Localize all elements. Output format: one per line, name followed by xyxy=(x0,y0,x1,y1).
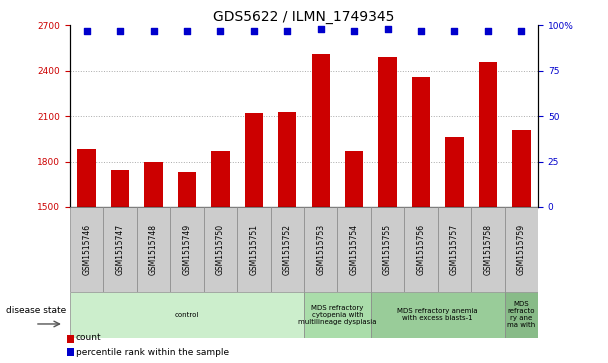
Point xyxy=(449,28,460,34)
Bar xyxy=(211,151,230,207)
Bar xyxy=(371,207,404,292)
Bar xyxy=(505,207,538,292)
Bar xyxy=(304,292,371,338)
Point xyxy=(115,28,125,34)
Bar xyxy=(404,207,438,292)
Text: MDS
refracto
ry ane
ma with: MDS refracto ry ane ma with xyxy=(507,301,536,329)
Point xyxy=(81,28,91,34)
Bar xyxy=(311,54,330,207)
Bar xyxy=(77,150,96,207)
Text: GSM1515758: GSM1515758 xyxy=(483,224,492,275)
Bar xyxy=(371,292,505,338)
Bar xyxy=(244,113,263,207)
Text: control: control xyxy=(174,312,199,318)
Bar xyxy=(237,207,271,292)
Bar xyxy=(345,151,364,207)
Bar xyxy=(137,207,170,292)
Text: GSM1515754: GSM1515754 xyxy=(350,224,359,275)
Text: MDS refractory anemia
with excess blasts-1: MDS refractory anemia with excess blasts… xyxy=(398,309,478,321)
Text: GSM1515752: GSM1515752 xyxy=(283,224,292,275)
Bar xyxy=(103,207,137,292)
Bar xyxy=(70,207,103,292)
Point xyxy=(517,28,527,34)
Bar xyxy=(144,162,163,207)
Bar xyxy=(438,207,471,292)
Point xyxy=(148,28,158,34)
Bar xyxy=(271,207,304,292)
Bar xyxy=(337,207,371,292)
Bar xyxy=(111,170,130,207)
Text: GSM1515749: GSM1515749 xyxy=(182,224,192,275)
Bar xyxy=(478,62,497,207)
Point xyxy=(349,28,359,34)
Text: GSM1515747: GSM1515747 xyxy=(116,224,125,275)
Text: GSM1515751: GSM1515751 xyxy=(249,224,258,275)
Text: GSM1515753: GSM1515753 xyxy=(316,224,325,275)
Text: GSM1515746: GSM1515746 xyxy=(82,224,91,275)
Point xyxy=(249,28,259,34)
Bar xyxy=(378,57,397,207)
Text: disease state: disease state xyxy=(6,306,66,315)
Text: GSM1515759: GSM1515759 xyxy=(517,224,526,275)
Title: GDS5622 / ILMN_1749345: GDS5622 / ILMN_1749345 xyxy=(213,11,395,24)
Bar xyxy=(445,137,464,207)
Point xyxy=(483,28,493,34)
Point xyxy=(416,28,426,34)
Text: count: count xyxy=(76,333,102,342)
Point xyxy=(215,28,225,34)
Bar xyxy=(178,172,196,207)
Bar xyxy=(278,112,297,207)
Bar xyxy=(412,77,430,207)
Bar xyxy=(505,292,538,338)
Bar xyxy=(471,207,505,292)
Text: percentile rank within the sample: percentile rank within the sample xyxy=(76,348,229,356)
Bar xyxy=(204,207,237,292)
Point xyxy=(316,26,326,32)
Point xyxy=(182,28,192,34)
Point xyxy=(282,28,292,34)
Text: GSM1515755: GSM1515755 xyxy=(383,224,392,275)
Point xyxy=(383,26,393,32)
Bar xyxy=(70,292,304,338)
Text: GSM1515750: GSM1515750 xyxy=(216,224,225,275)
Text: GSM1515757: GSM1515757 xyxy=(450,224,459,275)
Text: GSM1515756: GSM1515756 xyxy=(416,224,426,275)
Bar xyxy=(304,207,337,292)
Bar xyxy=(512,130,531,207)
Text: GSM1515748: GSM1515748 xyxy=(149,224,158,275)
Text: MDS refractory
cytopenia with
multilineage dysplasia: MDS refractory cytopenia with multilinea… xyxy=(298,305,377,325)
Bar xyxy=(170,207,204,292)
